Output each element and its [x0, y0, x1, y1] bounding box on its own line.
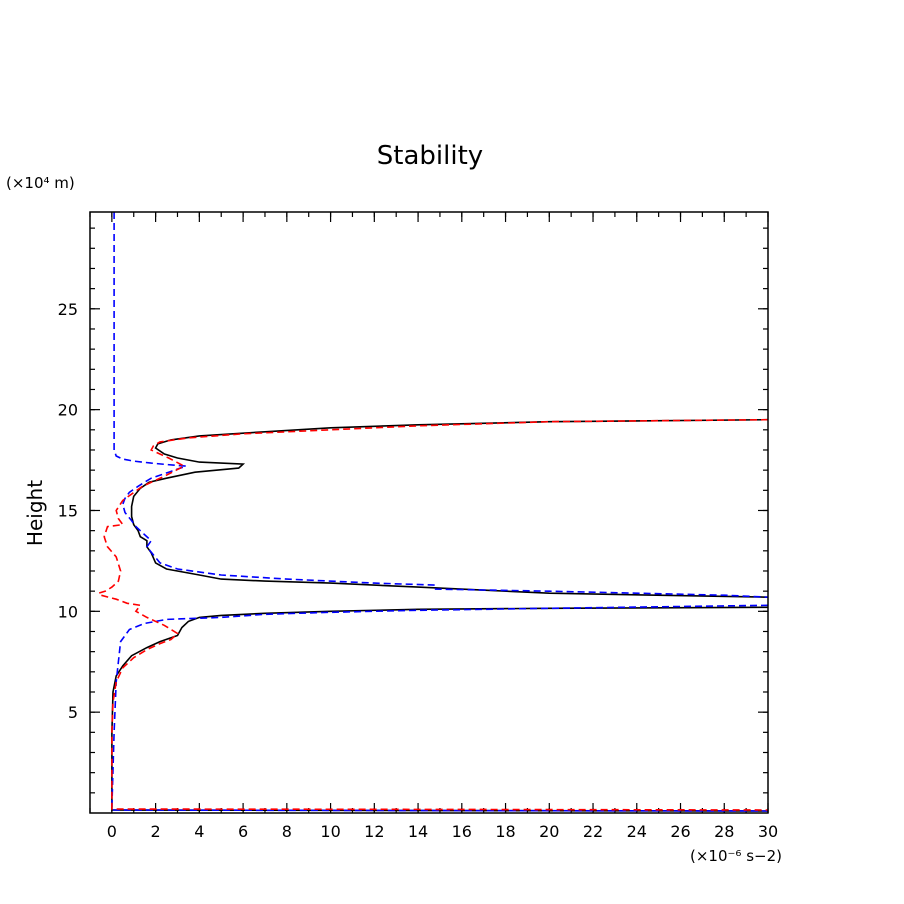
x-tick-label: 14 [408, 822, 428, 841]
series-blue-dashed [111, 212, 769, 812]
x-tick-label: 28 [714, 822, 734, 841]
y-tick-label: 10 [58, 602, 78, 621]
series-black-solid [111, 418, 769, 812]
x-tick-label: 18 [495, 822, 515, 841]
x-tick-label: 16 [452, 822, 472, 841]
series-layer [97, 212, 769, 812]
x-tick-label: 2 [151, 822, 161, 841]
x-tick-label: 8 [282, 822, 292, 841]
x-tick-label: 6 [238, 822, 248, 841]
y-tick-label: 15 [58, 501, 78, 520]
series-red-dashed [97, 418, 769, 811]
x-tick-label: 22 [583, 822, 603, 841]
plot-frame [89, 211, 769, 814]
chart-title: Stability [377, 141, 483, 171]
x-tick-label: 4 [194, 822, 204, 841]
y-axis-label: Height [23, 480, 47, 546]
x-tick-label: 10 [320, 822, 340, 841]
y-tick-label: 5 [68, 703, 78, 722]
y-tick-label: 25 [58, 300, 78, 319]
x-tick-label: 26 [670, 822, 690, 841]
y-tick-label: 20 [58, 401, 78, 420]
x-tick-label: 12 [364, 822, 384, 841]
x-tick-label: 30 [758, 822, 778, 841]
y-unit-label: (×10⁴ m) [6, 174, 75, 192]
x-tick-label: 24 [627, 822, 647, 841]
x-tick-label: 20 [539, 822, 559, 841]
x-tick-label: 0 [107, 822, 117, 841]
x-unit-label: (×10⁻⁶ s−2) [690, 847, 782, 865]
